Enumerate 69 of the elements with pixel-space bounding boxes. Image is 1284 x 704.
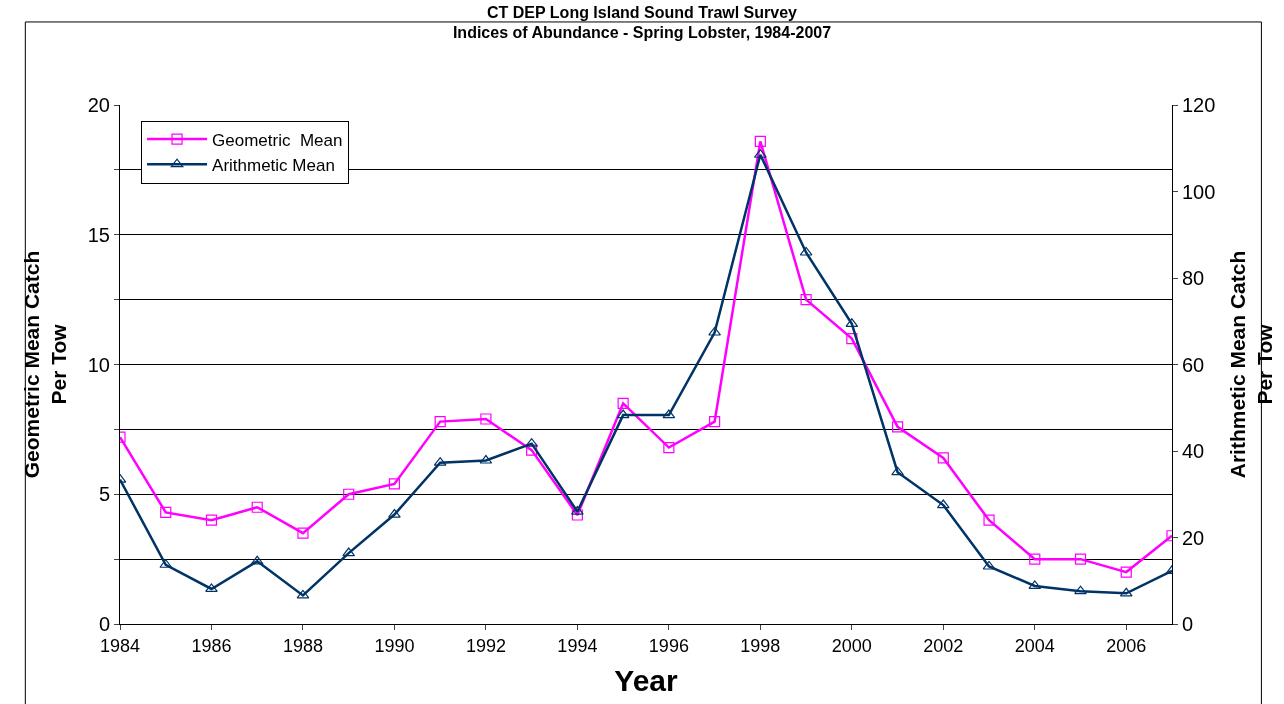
point [800, 294, 812, 306]
point [297, 527, 309, 539]
point [662, 409, 676, 419]
point [205, 583, 218, 593]
legend-label: Geometric Mean [212, 130, 343, 150]
point [663, 441, 675, 454]
point [936, 499, 950, 509]
y-tick-label: 20 [87, 94, 110, 116]
point [708, 326, 721, 336]
x-tick-label: 2002 [923, 635, 964, 656]
point [205, 514, 218, 526]
point [891, 466, 904, 476]
y2-tick-label: 60 [1182, 353, 1205, 376]
x-tick-label: 1984 [99, 635, 141, 656]
x-tick-label: 1990 [374, 635, 415, 656]
x-tick-label: 2004 [1014, 635, 1055, 656]
y-tick-label: 15 [87, 223, 110, 246]
x-axis-title: Year [614, 664, 679, 698]
point [1074, 553, 1087, 565]
y2-axis-title: Arithmetic Mean Catch Per Tow [1225, 250, 1276, 479]
legend-label: Arithmetic Mean [212, 155, 335, 175]
x-tick-label: 2006 [1106, 635, 1147, 656]
point [296, 589, 310, 599]
y2-tick-label: 20 [1182, 526, 1205, 549]
point [571, 509, 583, 521]
point [342, 547, 356, 557]
point [616, 409, 630, 419]
y-axis-title: Geometric Mean Catch Per Tow [19, 250, 70, 479]
x-tick-label: 1986 [191, 635, 232, 656]
point [571, 505, 584, 515]
point [709, 415, 721, 428]
point [250, 555, 264, 565]
point [982, 560, 996, 570]
y2-tick-label: 0 [1182, 613, 1194, 635]
point [388, 478, 401, 490]
point [479, 454, 493, 464]
y-tick-label: 10 [87, 353, 110, 376]
point [937, 452, 949, 464]
point [891, 421, 904, 433]
y2-tick-label: 80 [1182, 267, 1205, 289]
point [1074, 585, 1087, 595]
x-tick-label: 1988 [282, 635, 323, 656]
point [526, 444, 538, 456]
point [617, 397, 629, 410]
y2-tick-label: 40 [1182, 440, 1205, 462]
x-tick-label: 1998 [740, 635, 781, 656]
point [983, 514, 995, 526]
y2-tick-label: 120 [1182, 94, 1216, 116]
point [343, 488, 355, 500]
point [1119, 587, 1133, 597]
point [434, 415, 446, 428]
x-tick-label: 1996 [648, 635, 689, 656]
point [1120, 566, 1132, 578]
point [251, 501, 263, 513]
x-tick-label: 1994 [557, 635, 598, 656]
x-tick-label: 1992 [465, 635, 506, 656]
point [754, 135, 766, 147]
chart-title: CT DEP Long Island Sound Trawl Survey Indices of Abundance - Spring Lobster, 1984-2007 [452, 3, 832, 42]
y-tick-label: 0 [98, 613, 110, 635]
x-tick-label: 2000 [831, 635, 872, 656]
point [799, 246, 813, 256]
point [160, 506, 172, 519]
y2-tick-label: 100 [1182, 180, 1216, 203]
point [1028, 580, 1042, 590]
point [846, 332, 858, 345]
point [480, 413, 492, 425]
y-tick-label: 5 [98, 483, 110, 506]
point [388, 508, 401, 518]
point [1029, 553, 1041, 565]
